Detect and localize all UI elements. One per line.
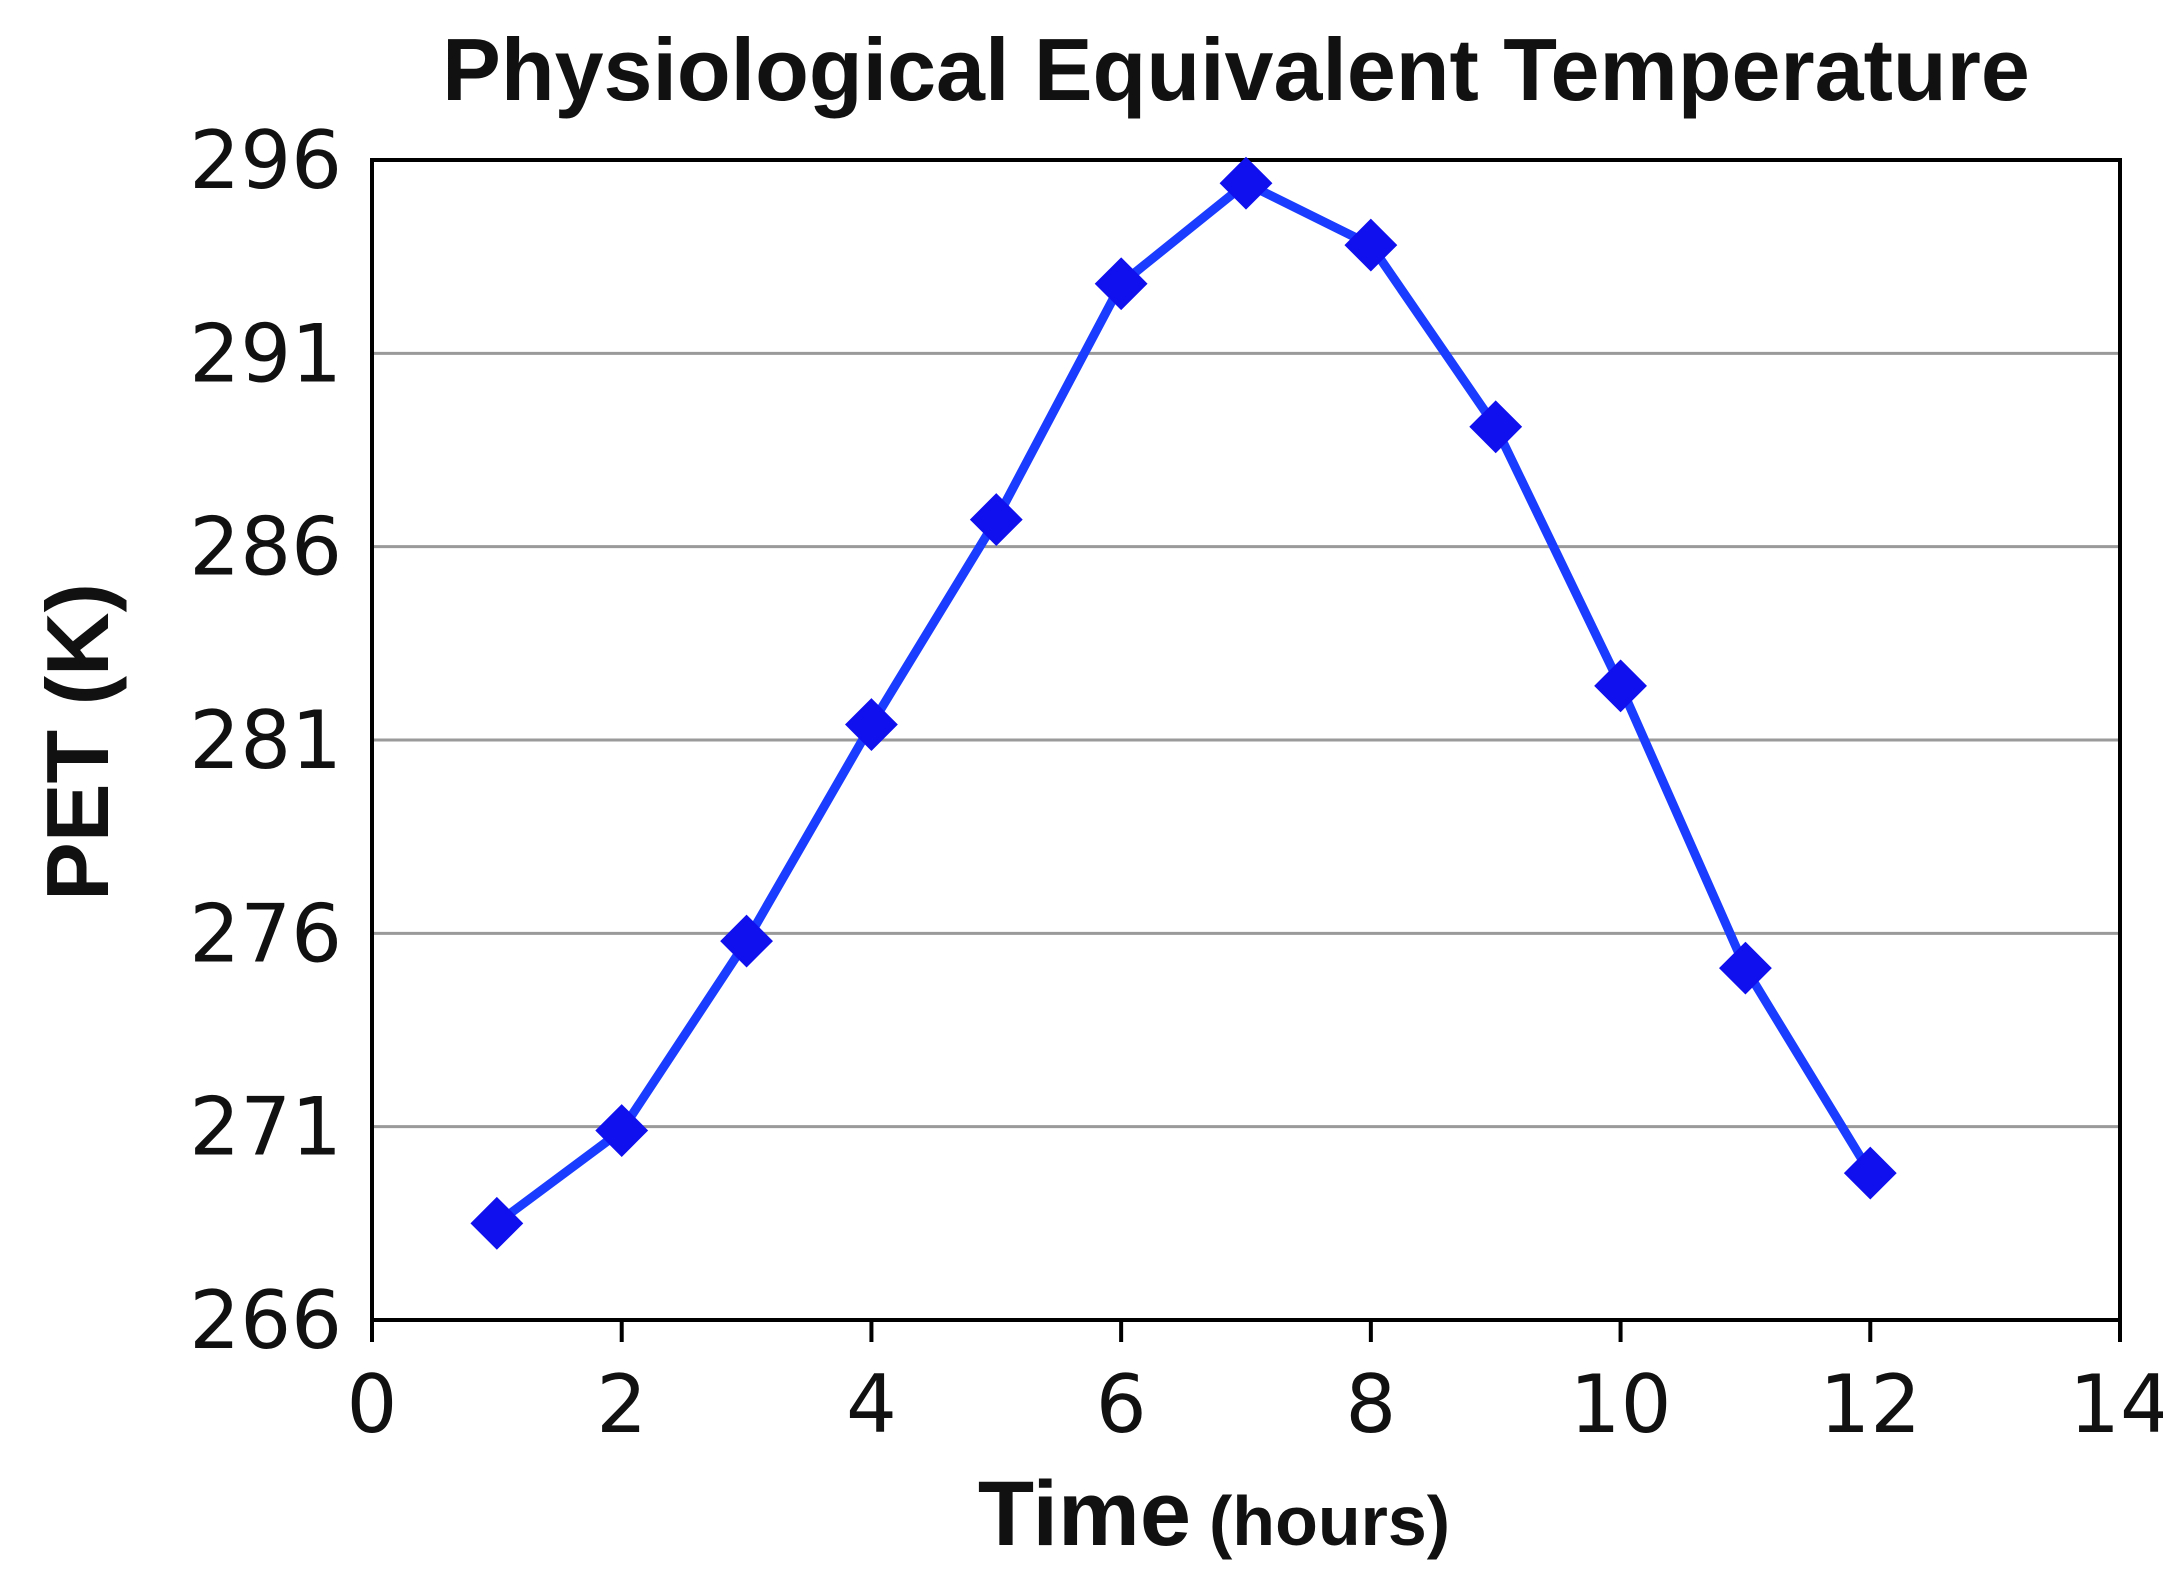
x-axis-label-main: Time [978, 1463, 1191, 1565]
y-tick-label-276: 276 [189, 887, 342, 980]
data-point-4 [845, 698, 898, 751]
data-point-9 [1469, 400, 1523, 454]
data-point-2 [595, 1104, 649, 1157]
x-axis-label: Time (hours) [978, 1463, 1450, 1565]
chart-title: Physiological Equivalent Temperature [442, 20, 2030, 119]
data-point-3 [720, 914, 773, 968]
y-axis-label: PET (K) [28, 583, 127, 901]
series-layer [470, 156, 1897, 1250]
y-tick-label-286: 286 [189, 501, 342, 594]
data-point-10 [1594, 659, 1647, 713]
y-tick-label-271: 271 [189, 1081, 342, 1174]
y-tick-label-291: 291 [189, 307, 342, 400]
x-axis-label-unit: (hours) [1209, 1482, 1450, 1560]
data-point-7 [1219, 156, 1273, 210]
x-tick-label-4: 4 [846, 1358, 897, 1451]
y-tick-label-266: 266 [189, 1274, 342, 1367]
data-point-12 [1843, 1146, 1897, 1200]
data-point-8 [1344, 218, 1398, 272]
data-point-1 [470, 1196, 524, 1250]
x-tick-label-8: 8 [1345, 1358, 1396, 1451]
y-tick-labels: 266 271 276 281 286 291 296 [189, 114, 342, 1367]
y-tick-label-296: 296 [189, 114, 342, 207]
data-point-6 [1094, 257, 1148, 311]
x-tick-label-14: 14 [2069, 1358, 2163, 1451]
x-tick-label-0: 0 [347, 1358, 398, 1451]
data-point-11 [1719, 941, 1772, 995]
series-line-0 [492, 178, 1875, 1228]
data-point-5 [969, 493, 1023, 547]
grid-lines [372, 158, 2120, 1129]
x-tick-label-2: 2 [596, 1358, 647, 1451]
x-tick-label-10: 10 [1570, 1358, 1672, 1451]
x-tick-label-12: 12 [1819, 1358, 1921, 1451]
y-tick-label-281: 281 [189, 694, 342, 787]
x-tick-label-6: 6 [1096, 1358, 1147, 1451]
x-tick-labels: 0 2 4 6 8 10 12 14 [347, 1358, 2163, 1451]
